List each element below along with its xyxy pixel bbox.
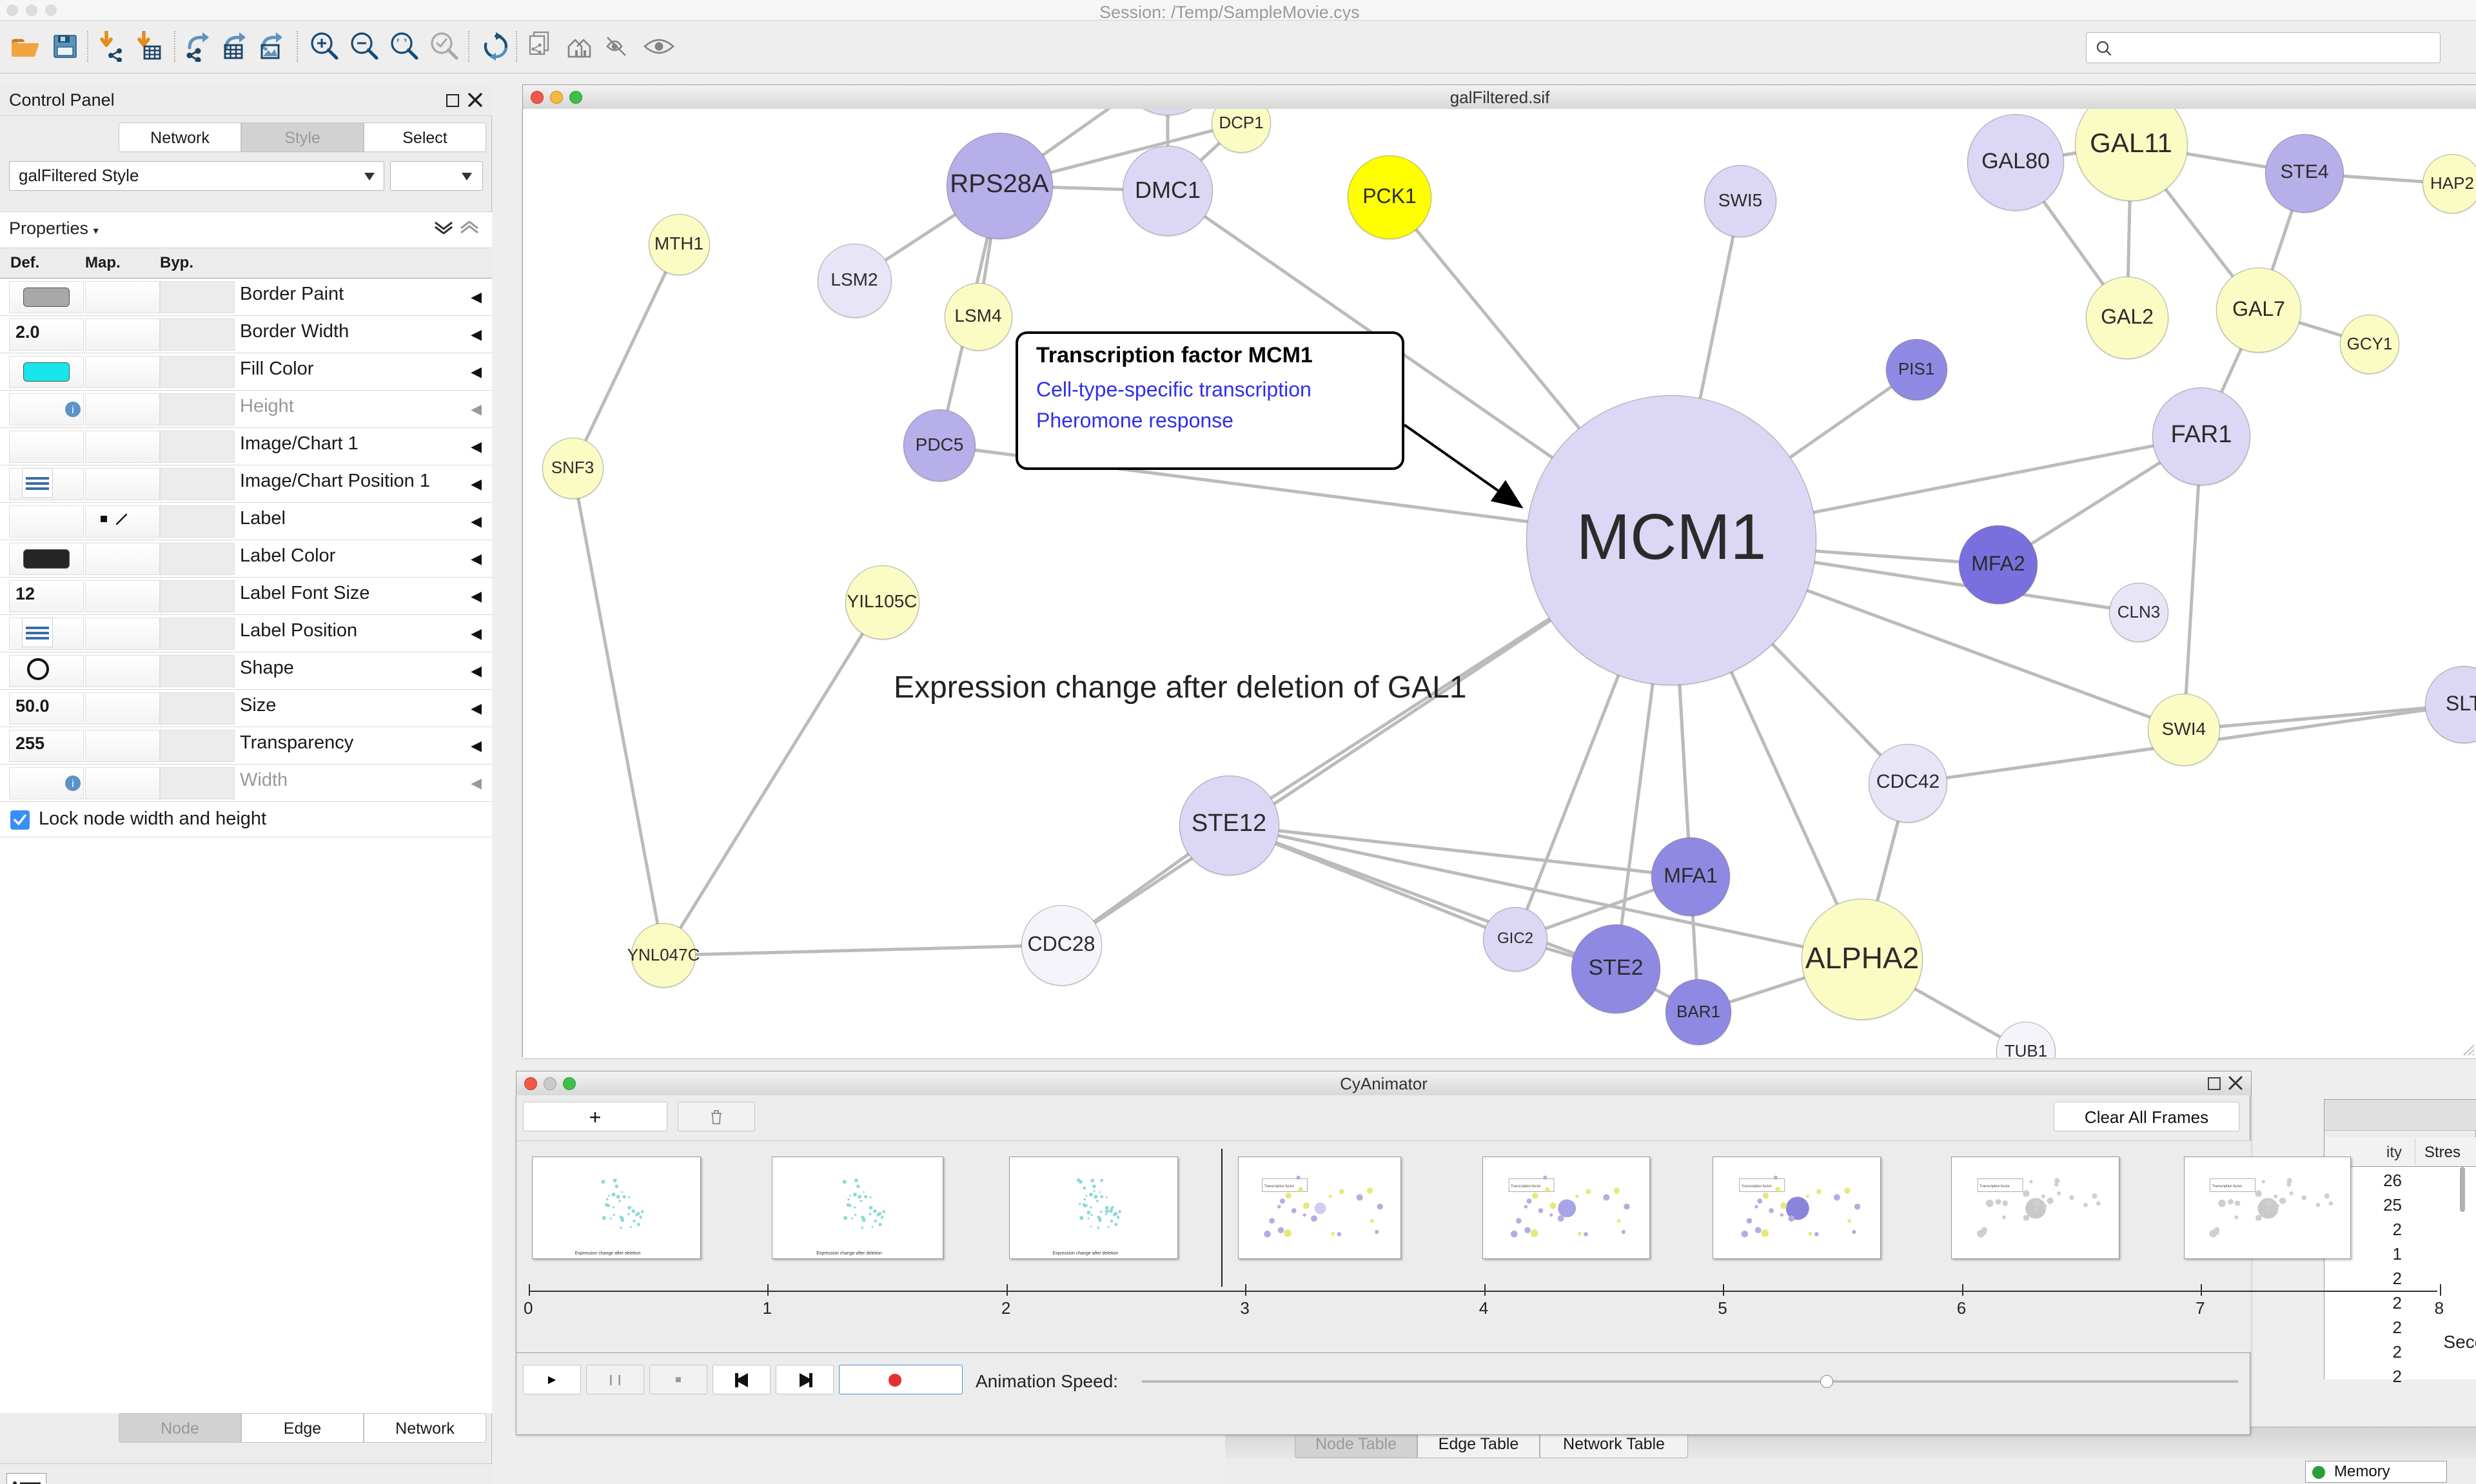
svg-text:Transcription factor: Transcription factor [1980, 1184, 2010, 1188]
svg-text:Expression change after deleti: Expression change after deletion [575, 1251, 641, 1256]
svg-text:Transcription factor: Transcription factor [1264, 1184, 1295, 1188]
svg-text:Expression change after deleti: Expression change after deletion [816, 1251, 882, 1256]
svg-text:Transcription factor: Transcription factor [1511, 1184, 1541, 1188]
svg-text:i: i [72, 777, 74, 790]
svg-text:Expression change after deleti: Expression change after deletion [1052, 1251, 1118, 1256]
svg-text:i: i [72, 404, 74, 416]
svg-text:Transcription factor: Transcription factor [2212, 1184, 2242, 1188]
svg-text:Transcription factor: Transcription factor [1742, 1184, 1772, 1188]
